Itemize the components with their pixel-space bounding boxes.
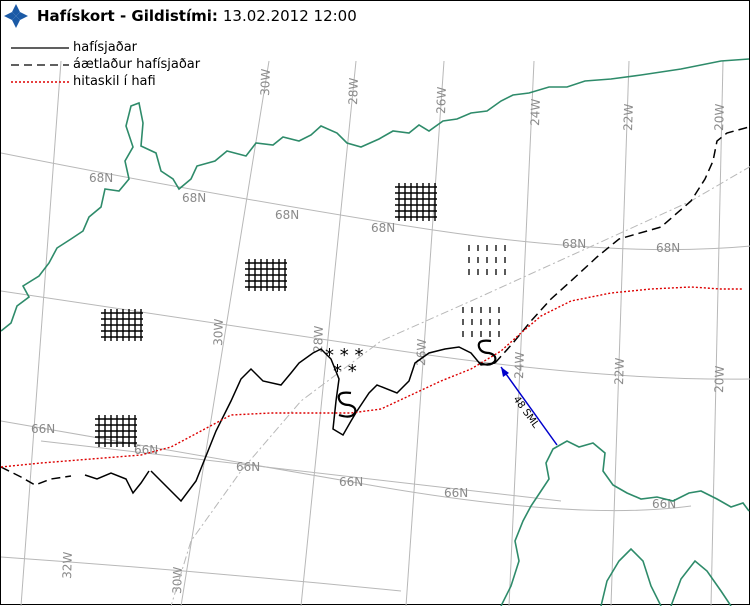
lon-label: 28W — [346, 77, 361, 105]
longitude-line-26w — [405, 60, 445, 606]
legend-label: hafísjaðar — [73, 40, 138, 55]
lon-label: 28W — [311, 325, 326, 353]
ice-edge-dashed-west — [1, 466, 72, 486]
lon-label: 26W — [414, 338, 429, 366]
s-symbols — [337, 339, 497, 418]
dotted-line-swatch — [11, 80, 69, 83]
lat-label: 68N — [371, 221, 395, 235]
lat-label: 66N — [134, 443, 158, 457]
boundary-line — [170, 166, 750, 606]
latitude-line-66n-b — [40, 440, 562, 502]
lat-label: 66N — [444, 486, 468, 500]
ice-edge-dashed — [494, 126, 750, 364]
latitude-line-65n — [1, 556, 402, 592]
lon-label: 22W — [612, 357, 627, 385]
s-symbol-1 — [477, 339, 497, 366]
valid-time: 13.02.2012 12:00 — [222, 7, 357, 25]
lat-label: 68N — [89, 171, 113, 185]
chart-title: Hafískort - Gildistími: — [37, 7, 218, 25]
legend-label: hitaskil í hafi — [73, 74, 156, 89]
lon-label: 20W — [712, 103, 727, 131]
lat-label: 68N — [656, 241, 680, 255]
snow-row-2: * * — [333, 361, 357, 382]
ice-hatch-3 — [101, 309, 143, 341]
latitude-line-68n — [1, 152, 750, 251]
ice-hatch-2 — [245, 259, 287, 291]
map-legend: hafísjaðar áætlaður hafísjaðar hitaskil … — [11, 39, 200, 90]
longitude-line-20w — [710, 60, 724, 606]
distance-arrow: 48 SML — [500, 366, 558, 446]
lat-label: 66N — [339, 475, 363, 489]
legend-item-ocean-front: hitaskil í hafi — [11, 73, 200, 90]
coastline-iceland — [500, 440, 750, 606]
distance-label: 48 SML — [511, 394, 542, 430]
title-bar: Hafískort - Gildistími: 13.02.2012 12:00 — [1, 1, 357, 31]
lon-label: 30W — [170, 566, 185, 594]
lon-label: 20W — [712, 365, 727, 393]
lat-label: 68N — [562, 237, 586, 251]
snow-symbols: * * * * * — [325, 345, 363, 382]
lon-label: 30W — [258, 68, 273, 96]
ice-hatch-1 — [395, 183, 437, 221]
lon-label: 30W — [211, 318, 226, 346]
ice-dash-fields — [462, 245, 506, 337]
coastline-greenland — [1, 58, 750, 332]
ice-hatch-4 — [95, 415, 137, 447]
vedur-logo-icon — [4, 4, 28, 28]
solid-line-swatch — [11, 46, 69, 49]
lon-label: 26W — [434, 86, 449, 114]
longitude-line-32w — [20, 60, 62, 606]
lon-label: 22W — [621, 103, 636, 131]
ice-edge-solid-west — [84, 470, 150, 495]
lat-label: 68N — [275, 208, 299, 222]
lat-label: 66N — [31, 422, 55, 436]
longitude-line-24w — [508, 60, 535, 606]
grid-labels: 68N 68N 68N 68N 68N 68N 66N 66N 66N 66N … — [31, 68, 727, 594]
legend-item-ice-edge: hafísjaðar — [11, 39, 200, 56]
lon-label: 24W — [528, 98, 543, 126]
legend-label: áætlaður hafísjaðar — [73, 57, 201, 72]
longitude-line-30w — [180, 60, 270, 606]
lat-label: 66N — [236, 460, 260, 474]
lon-label: 24W — [512, 351, 527, 379]
ice-hatch-blocks — [95, 183, 437, 447]
legend-item-estimated-ice-edge: áætlaður hafísjaðar — [11, 56, 200, 73]
s-symbol-2 — [337, 391, 357, 418]
graticule — [1, 60, 750, 606]
latitude-line-67n-upper — [1, 290, 750, 380]
ocean-front — [1, 286, 743, 468]
lon-label: 32W — [60, 551, 75, 579]
dashed-line-swatch — [11, 63, 69, 66]
snow-row-1: * * * — [325, 345, 363, 366]
ice-edge-solid — [150, 346, 496, 503]
longitude-line-22w — [610, 60, 630, 606]
longitude-line-28w — [300, 60, 357, 606]
lat-label: 68N — [182, 191, 206, 205]
